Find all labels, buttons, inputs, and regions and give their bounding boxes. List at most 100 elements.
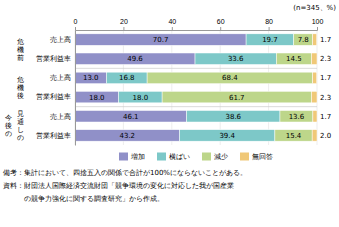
legend: 増加 横ばい 減少 無回答 [119, 152, 273, 161]
data-label: 38.6 [225, 113, 241, 121]
legend-label: 横ばい [169, 153, 190, 161]
data-label: 46.1 [123, 113, 139, 121]
bar [75, 53, 195, 65]
data-label: 2.3 [320, 55, 331, 63]
data-label: 2.3 [320, 94, 331, 102]
tick-label: 売上高 [50, 74, 71, 81]
y-axis: 売上高営業利益率売上高営業利益率売上高営業利益率 [36, 31, 76, 146]
data-label: 2.0 [320, 132, 331, 140]
axis-line [76, 27, 318, 31]
data-label: 39.4 [219, 132, 235, 140]
bar [147, 72, 313, 84]
legend-swatch [202, 153, 211, 161]
data-label: 15.4 [286, 132, 302, 140]
data-label: 14.5 [286, 55, 302, 63]
tick: 売上高 [50, 36, 75, 43]
bar [275, 130, 312, 142]
x-axis: 020406080100 [74, 18, 324, 31]
grid-line [268, 30, 269, 145]
data-labels: 70.749.613.018.046.143.219.733.616.818.0… [83, 36, 331, 140]
bar [162, 91, 311, 103]
tick-mark [172, 27, 173, 30]
bar [280, 111, 313, 123]
tick: 0 [74, 18, 78, 30]
tick: 100 [312, 18, 324, 30]
tick-label: 100 [312, 18, 324, 25]
data-label: 18.0 [133, 94, 149, 102]
tick: 60 [217, 18, 225, 30]
data-label: 1.7 [320, 113, 331, 121]
data-label: 68.4 [222, 74, 238, 82]
bar [75, 111, 187, 123]
legend-swatch [157, 153, 166, 161]
tick-label: 20 [120, 18, 128, 25]
bar [313, 34, 317, 46]
legend-item: 横ばい [157, 153, 190, 162]
bar [276, 53, 311, 65]
tick: 営業利益率 [36, 132, 75, 140]
data-label: 19.7 [262, 36, 278, 44]
data-label: 61.7 [229, 94, 245, 102]
group-label: 危機前 [17, 38, 24, 62]
tick-label: 営業利益率 [36, 55, 71, 63]
tick-label: 売上高 [50, 36, 71, 43]
grid [75, 30, 317, 145]
tick-label: 80 [265, 18, 273, 25]
group-label: 今後の [5, 114, 12, 138]
grid-line [171, 30, 172, 145]
bar [106, 72, 147, 84]
bar [246, 34, 294, 46]
tick-mark [123, 27, 124, 30]
bar [119, 91, 163, 103]
legend-swatch [240, 153, 249, 161]
bar [195, 53, 276, 65]
data-label: 7.8 [298, 36, 309, 44]
tick-label: 売上高 [50, 112, 71, 119]
data-label: 1.7 [320, 74, 331, 82]
tick: 20 [120, 18, 128, 30]
note: の競争力強化に関する調査研究」から作成。 [3, 195, 164, 203]
data-label: 49.6 [127, 55, 143, 63]
legend-swatch [119, 153, 128, 161]
bar [313, 72, 317, 84]
bars [75, 34, 317, 141]
tick-label: 60 [217, 18, 225, 25]
tick: 営業利益率 [36, 55, 75, 63]
tick: 80 [265, 18, 273, 30]
tick-label: 0 [74, 18, 78, 25]
legend-label: 減少 [214, 153, 228, 161]
tick: 売上高 [50, 112, 75, 119]
bar [294, 34, 313, 46]
legend-label: 無回答 [252, 153, 273, 161]
chart: 70.749.613.018.046.143.219.733.616.818.0… [0, 0, 339, 227]
axis-line [75, 31, 76, 146]
data-label: 1.7 [320, 36, 331, 44]
grid-line [75, 30, 76, 145]
group-label: 見通しの [17, 110, 24, 142]
grid-line [123, 30, 124, 145]
tick-label: 営業利益率 [36, 132, 71, 140]
bar [312, 130, 317, 142]
data-label: 70.7 [153, 36, 169, 44]
group-label: 危機後 [17, 76, 24, 100]
bar [75, 91, 119, 103]
group-divider [75, 68, 317, 69]
bar [187, 111, 280, 123]
data-label: 13.6 [289, 113, 305, 121]
group-divider [75, 106, 317, 107]
data-label: 43.2 [119, 132, 135, 140]
series [311, 34, 317, 141]
grid-line [220, 30, 221, 145]
data-label: 33.6 [228, 55, 244, 63]
bar [75, 34, 246, 46]
bar [311, 91, 317, 103]
legend-item: 減少 [202, 153, 228, 162]
plot: 70.749.613.018.046.143.219.733.616.818.0… [36, 18, 331, 146]
tick-mark [75, 27, 76, 30]
bar [311, 53, 317, 65]
data-label: 13.0 [83, 74, 99, 82]
legend-label: 増加 [130, 152, 145, 161]
legend-item: 増加 [119, 152, 145, 161]
note: 資料：財団法人国際経済交流財団「競争環境の変化に対応した我が国産業 [3, 182, 234, 190]
bar [313, 111, 317, 123]
